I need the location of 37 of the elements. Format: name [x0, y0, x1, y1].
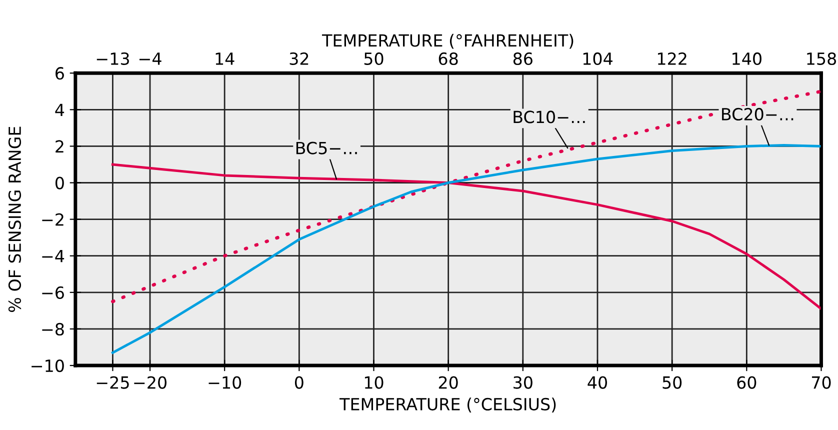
x2-tick-label: 104 — [583, 52, 612, 66]
x-axis-title: TEMPERATURE (°CELSIUS) — [340, 398, 556, 412]
x-tick-label: −10 — [208, 376, 242, 389]
x2-tick-label: 50 — [364, 52, 384, 66]
x-tick-label: 50 — [662, 376, 682, 389]
y-tick-label: −8 — [42, 322, 64, 336]
x2-tick-label: 158 — [807, 52, 836, 66]
x2-tick-label: 32 — [290, 52, 308, 66]
y-tick-label: −2 — [42, 213, 64, 226]
y-tick-label: 6 — [56, 67, 64, 80]
x-tick-label: 70 — [812, 376, 831, 389]
x-tick-label: 10 — [364, 376, 384, 389]
x-tick-label: −25 — [96, 376, 129, 389]
y-tick-label: −10 — [32, 359, 64, 372]
y-tick-label: −6 — [42, 286, 64, 299]
annotation: BC10−… — [514, 110, 585, 124]
y-tick-label: 0 — [56, 176, 64, 190]
annotation: BC5−… — [296, 142, 357, 154]
x2-tick-label: −13 — [96, 52, 129, 66]
x-tick-label: 0 — [294, 376, 304, 389]
x2-axis-title: TEMPERATURE (°FAHRENHEIT) — [322, 34, 574, 49]
x-tick-label: −20 — [134, 376, 166, 389]
x-tick-label: 40 — [588, 376, 607, 389]
x-tick-label: 30 — [514, 376, 532, 389]
x-tick-label: 20 — [438, 376, 458, 389]
x-tick-label: 60 — [737, 376, 756, 389]
x2-tick-label: −4 — [139, 52, 162, 65]
y-tick-label: 2 — [56, 140, 64, 153]
x2-tick-label: 140 — [732, 52, 762, 66]
x2-tick-label: 86 — [513, 52, 532, 66]
annotation: BC20−… — [722, 108, 794, 121]
y-tick-label: 4 — [55, 104, 64, 116]
y-axis-title: % OF SENSING RANGE — [8, 126, 22, 312]
x2-tick-label: 14 — [216, 52, 234, 65]
x2-tick-label: 68 — [438, 52, 458, 66]
y-tick-label: −4 — [42, 250, 64, 262]
x2-tick-label: 122 — [658, 52, 686, 65]
